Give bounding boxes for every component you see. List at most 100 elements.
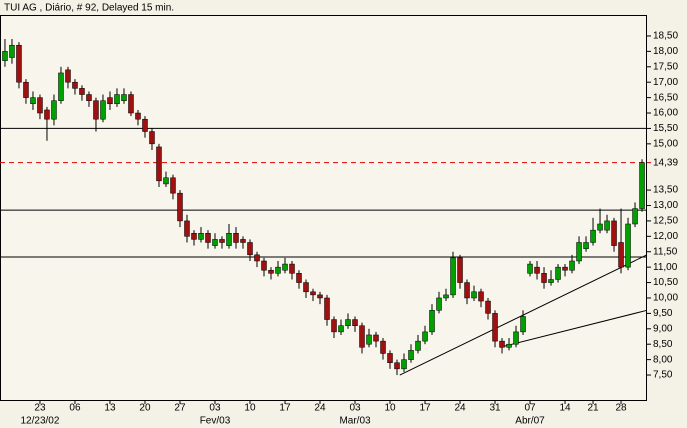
candle-body [226,232,232,246]
candle-body [324,297,330,320]
candle-body [261,260,267,271]
y-tick-label: 11,00 [653,262,678,273]
candle-body [555,266,561,280]
x-major-label: Abr/07 [515,416,545,427]
x-tick-label: 23 [34,403,46,414]
candle-body [121,94,127,101]
candle-body [359,325,365,348]
y-tick-label: 18,50 [653,31,678,42]
candle-body [44,109,50,120]
y-tick-label: 7,50 [653,370,673,381]
y-tick-label: 17,50 [653,61,678,72]
candle-body [86,94,92,101]
candle-body [23,81,29,98]
candle-body [562,266,568,271]
x-tick-label: 20 [139,403,151,414]
x-tick-label: 21 [587,403,599,414]
candle-body [457,257,463,283]
y-tick-label: 8,00 [653,354,673,365]
candle-body [205,232,211,243]
candle-body [443,294,449,299]
x-tick-label: 28 [615,403,627,414]
candle-body [79,88,85,95]
candle-body [149,131,155,145]
candle-body [128,94,134,114]
candle-body [471,291,477,299]
y-tick-label: 12,00 [653,231,678,242]
candle-body [429,310,435,333]
candle-body [135,112,141,120]
candle-body [107,97,113,105]
candle-body [611,220,617,246]
y-tick-label: 15,50 [653,123,678,134]
candle-body [513,331,519,345]
x-major-label: Fev/03 [200,416,231,427]
candle-body [415,340,421,351]
candle-body [254,254,260,262]
candle-body [30,97,36,105]
y-tick-label: 17,00 [653,77,678,88]
y-tick-label: 10,50 [653,277,678,288]
candle-body [9,44,15,58]
x-major-label: 12/23/02 [21,416,60,427]
y-tick-label: 16,50 [653,92,678,103]
candle-body [583,242,589,249]
candle-body [331,319,337,333]
candle-body [401,359,407,370]
y-tick-label: 11,50 [653,246,678,257]
candle-body [156,146,162,182]
candle-body [436,297,442,311]
candle-body [93,100,99,120]
marker-label: 13,00 [653,200,678,211]
y-tick-label: 16,00 [653,108,678,119]
candle-body [520,316,526,333]
marker-label: 14,39 [653,157,678,168]
candle-body [380,340,386,354]
candle-body [72,81,78,89]
x-major-label: Mar/03 [339,416,371,427]
trendline [499,309,648,348]
candle-body [534,266,540,274]
candle-body [163,177,169,185]
candle-body [366,334,372,345]
candle-body [247,242,253,256]
candle-body [37,97,43,114]
plot-area [0,15,647,401]
candle-body [387,353,393,363]
candle-body [485,300,491,314]
candle-body [170,177,176,194]
candle-body [569,260,575,271]
x-tick-label: 17 [419,403,431,414]
candle-body [142,118,148,132]
candle-body [100,100,106,120]
candle-body [499,340,505,348]
candle-body [219,239,225,243]
candle-body [303,282,309,293]
candle-body [478,291,484,302]
x-tick-label: 27 [174,403,186,414]
x-tick-label: 24 [454,403,466,414]
candle-body [590,229,596,243]
candle-body [597,223,603,231]
y-tick-label: 15,00 [653,138,678,149]
candle-body [639,162,645,209]
candle-body [464,282,470,299]
y-tick-label: 12,50 [653,216,678,227]
candle-body [191,232,197,240]
x-tick-label: 03 [209,403,221,414]
candle-body [58,72,64,101]
candle-body [268,269,274,274]
y-tick-label: 18,00 [653,46,678,57]
candle-body [289,263,295,274]
x-tick-label: 31 [489,403,501,414]
candle-body [548,279,554,283]
candle-body [240,239,246,243]
candle-body [184,220,190,237]
candle-body [576,242,582,262]
x-tick-label: 06 [69,403,81,414]
candle-body [198,232,204,240]
candle-body [317,294,323,299]
x-tick-label: 17 [279,403,291,414]
y-tick-label: 13,50 [653,185,678,196]
